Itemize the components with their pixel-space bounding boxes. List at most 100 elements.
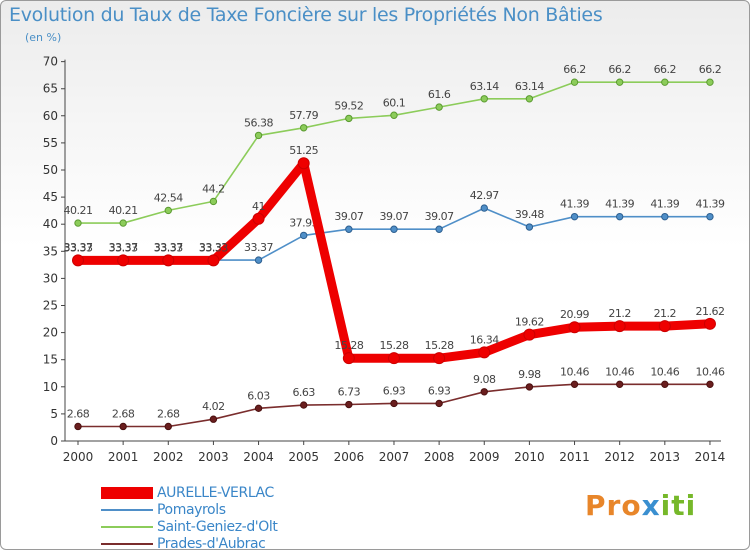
logo-letter: i: [660, 489, 672, 522]
data-label: 41: [252, 200, 265, 213]
data-point: [570, 212, 579, 221]
series-group: 33.33 33.33 33.33 33.33 41 51.25 15.28 15.28 15.…: [64, 144, 725, 365]
data-label: 39.07: [334, 210, 363, 223]
logo-letter: x: [641, 489, 661, 522]
data-label: 39.07: [425, 210, 454, 223]
data-label: 33.33: [109, 241, 138, 254]
y-tick-label: 10: [43, 380, 58, 394]
data-point: [390, 399, 398, 408]
data-label: 21.62: [695, 305, 724, 318]
legend-swatch: [101, 487, 153, 499]
data-label: 6.93: [383, 384, 406, 397]
data-point: [119, 219, 127, 227]
data-label: 6.93: [428, 384, 451, 397]
data-label: 6.03: [247, 389, 270, 402]
y-tick-label: 20: [43, 326, 58, 340]
data-point: [345, 400, 353, 409]
data-label: 63.14: [470, 80, 499, 93]
data-point: [613, 320, 626, 333]
y-tick-label: 0: [50, 434, 58, 448]
legend-swatch: [101, 509, 153, 511]
data-point: [435, 103, 443, 111]
y-tick-label: 50: [43, 163, 58, 177]
data-point: [706, 380, 714, 389]
data-label: 15.28: [425, 339, 454, 352]
data-point: [254, 256, 263, 264]
x-tick-label: 2007: [379, 450, 410, 464]
data-point: [300, 401, 308, 409]
legend-label: AURELLE-VERLAC: [157, 485, 274, 501]
data-point: [390, 225, 398, 233]
x-tick-label: 2003: [198, 450, 229, 464]
data-label: 10.46: [560, 365, 589, 378]
data-point: [703, 317, 716, 330]
x-tick-label: 2005: [288, 450, 319, 464]
y-tick-label: 70: [43, 55, 58, 69]
data-point: [661, 78, 669, 86]
data-label: 2.68: [157, 407, 180, 420]
data-point: [478, 346, 491, 359]
data-point: [297, 157, 310, 170]
data-label: 66.2: [654, 63, 677, 76]
data-point: [523, 328, 536, 341]
x-tick-label: 2004: [243, 450, 274, 464]
data-label: 41.39: [560, 198, 589, 211]
x-tick-label: 2013: [650, 450, 681, 464]
data-label: 15.28: [379, 339, 408, 352]
data-label: 40.21: [109, 204, 138, 217]
data-point: [300, 231, 308, 240]
data-point: [252, 212, 265, 225]
x-tick-label: 2002: [153, 450, 184, 464]
x-tick-label: 2008: [424, 450, 455, 464]
data-label: 9.08: [473, 373, 496, 386]
data-point: [164, 422, 172, 431]
data-point: [164, 206, 172, 215]
data-point: [615, 78, 624, 86]
data-point: [345, 114, 353, 123]
data-point: [570, 380, 579, 389]
data-label: 40.21: [64, 204, 93, 217]
data-label: 21.2: [608, 307, 631, 320]
y-tick-label: 35: [43, 244, 58, 258]
data-label: 56.38: [244, 116, 273, 129]
series-group: 2.68 2.68 2.68 4.02 6.03 6.63 6.73 6.93 6.93 9.08…: [67, 365, 725, 431]
legend-label: Pomayrols: [157, 502, 226, 518]
data-label: 33.33: [64, 241, 93, 254]
data-point: [615, 212, 624, 221]
proxiti-logo: Proxiti: [585, 489, 696, 522]
data-point: [117, 254, 130, 267]
series-group: 40.21 40.21 42.54 44.2 56.38 57.79 59.52 60.1 61…: [64, 63, 722, 227]
data-label: 6.63: [292, 386, 315, 399]
data-label: 33.37: [64, 241, 93, 254]
y-tick-label: 30: [43, 271, 58, 285]
data-label: 10.46: [605, 365, 634, 378]
data-point: [119, 422, 127, 431]
data-label: 33.33: [154, 241, 183, 254]
data-label: 20.99: [560, 308, 589, 321]
legend-swatch: [101, 543, 153, 545]
data-label: 63.14: [515, 80, 544, 93]
x-tick-label: 2009: [469, 450, 500, 464]
data-label: 41.39: [650, 198, 679, 211]
x-tick-label: 2006: [334, 450, 365, 464]
data-label: 15.28: [334, 339, 363, 352]
data-point: [74, 422, 82, 431]
y-tick-label: 65: [43, 82, 58, 96]
data-point: [480, 95, 488, 103]
data-point: [390, 111, 398, 119]
legend-label: Saint-Geniez-d'Olt: [157, 519, 278, 535]
data-point: [480, 388, 488, 396]
x-tick-label: 2011: [559, 450, 590, 464]
data-point: [74, 219, 82, 227]
data-label: 33.37: [154, 241, 183, 254]
y-tick-label: 45: [43, 190, 58, 204]
logo-letter: i: [685, 489, 697, 522]
x-tick-label: 2000: [63, 450, 94, 464]
data-point: [207, 254, 220, 267]
data-point: [525, 383, 534, 391]
x-tick-label: 2001: [108, 450, 139, 464]
data-point: [254, 131, 263, 140]
data-label: 16.34: [470, 333, 499, 346]
